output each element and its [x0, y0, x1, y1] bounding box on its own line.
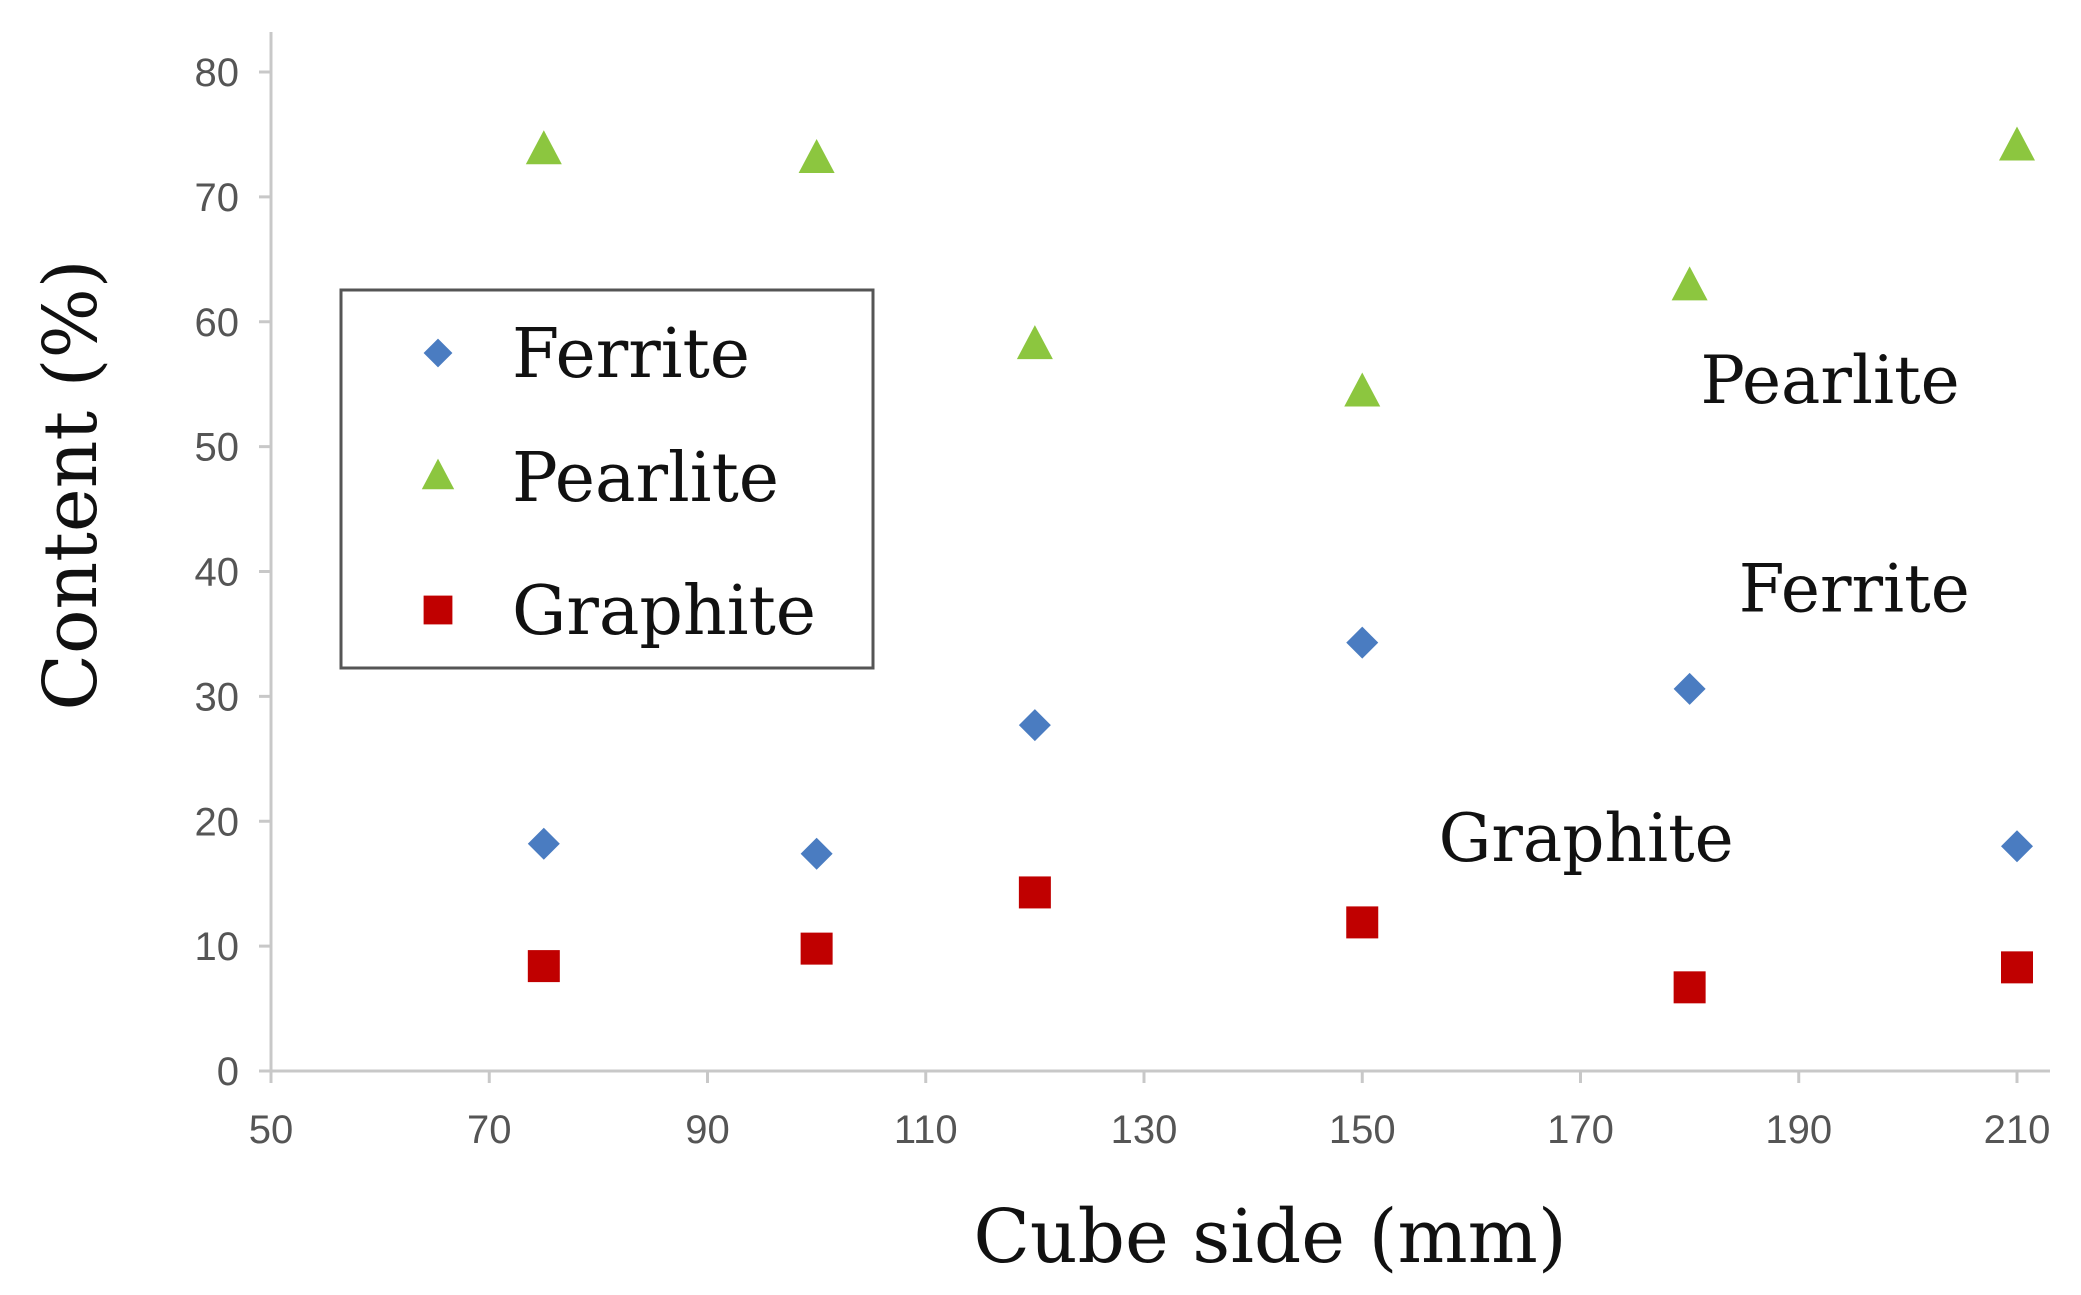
annotation-graphite: Graphite: [1439, 800, 1734, 877]
pearlite-point: [1016, 325, 1053, 360]
graphite-point: [1673, 971, 1706, 1004]
ferrite-point: [2001, 830, 2033, 863]
ferrite-point: [527, 827, 560, 860]
y-axis-ticks: 0 10 20 30 40 50 60 70 80: [195, 51, 271, 1094]
axes: [269, 32, 2050, 1073]
graphite-point: [800, 932, 833, 965]
ferrite-point: [1018, 709, 1051, 742]
legend-pearlite-marker: [421, 458, 455, 490]
x-tick-label: 70: [467, 1108, 512, 1152]
legend-ferrite-label: Ferrite: [512, 315, 750, 394]
x-axis-title: Cube side (mm): [973, 1194, 1566, 1280]
x-tick-label: 190: [1765, 1108, 1832, 1152]
ferrite-point: [800, 837, 833, 870]
ferrite-point: [1673, 672, 1706, 705]
series-annotations: Pearlite Ferrite Graphite: [1439, 342, 1970, 877]
series-ferrite: [527, 626, 2033, 870]
y-tick-label: 0: [217, 1050, 239, 1094]
y-tick-label: 50: [195, 426, 240, 470]
x-tick-label: 130: [1111, 1108, 1178, 1152]
data-points: [525, 126, 2035, 1004]
pearlite-point: [798, 139, 835, 174]
pearlite-point: [1999, 126, 2035, 161]
y-tick-label: 60: [195, 301, 240, 345]
pearlite-point: [1671, 266, 1708, 301]
x-tick-label: 170: [1547, 1108, 1614, 1152]
legend-pearlite-label: Pearlite: [512, 439, 779, 518]
legend-graphite-label: Graphite: [512, 572, 816, 651]
legend-ferrite-marker: [423, 338, 453, 368]
y-tick-label: 70: [195, 176, 240, 220]
graphite-point: [1018, 876, 1051, 909]
series-pearlite: [525, 126, 2035, 407]
y-tick-label: 80: [195, 51, 240, 95]
x-tick-label: 90: [685, 1108, 730, 1152]
legend-graphite-marker: [423, 595, 453, 625]
annotation-pearlite: Pearlite: [1701, 342, 1960, 419]
x-tick-label: 210: [1984, 1108, 2051, 1152]
pearlite-point: [525, 130, 562, 165]
y-axis-title: Content (%): [28, 259, 114, 710]
y-tick-label: 10: [195, 925, 240, 969]
y-tick-label: 40: [195, 551, 240, 595]
graphite-point: [2001, 951, 2033, 984]
x-tick-label: 110: [894, 1108, 958, 1152]
legend: Ferrite Pearlite Graphite: [339, 288, 875, 670]
x-axis-ticks: 50 70 90 110 130 150 170 190 210: [249, 1071, 2051, 1152]
ferrite-point: [1346, 626, 1379, 659]
y-tick-label: 30: [195, 675, 240, 719]
x-tick-label: 150: [1329, 1108, 1396, 1152]
graphite-point: [527, 950, 560, 983]
series-graphite: [527, 876, 2033, 1004]
y-tick-label: 20: [195, 800, 240, 844]
graphite-point: [1346, 906, 1379, 939]
pearlite-point: [1344, 372, 1381, 407]
x-tick-label: 50: [249, 1108, 294, 1152]
annotation-ferrite: Ferrite: [1739, 550, 1970, 627]
